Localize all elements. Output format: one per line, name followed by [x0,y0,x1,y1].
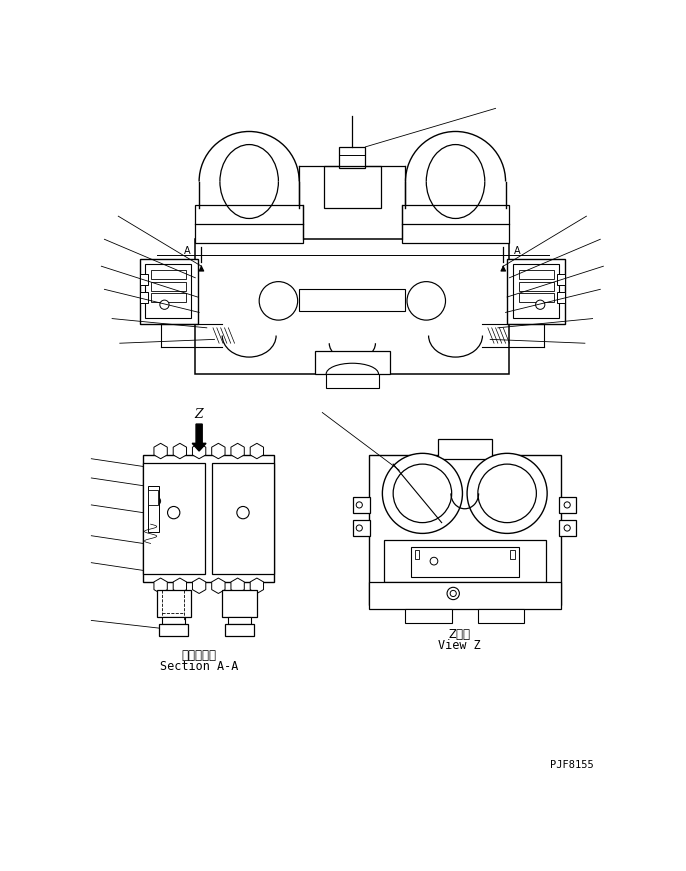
Polygon shape [212,443,225,459]
Circle shape [393,464,451,523]
Polygon shape [212,578,225,593]
Bar [560,497,576,513]
Text: A: A [185,246,191,256]
Bar [560,520,576,536]
Bar [196,205,303,243]
Polygon shape [154,578,167,593]
Circle shape [259,281,298,321]
Circle shape [536,300,545,309]
Circle shape [153,497,161,505]
Text: 断面Ａ－Ａ: 断面Ａ－Ａ [182,649,217,662]
Bar [557,293,565,303]
Bar [145,264,191,318]
Circle shape [237,506,249,519]
Bar [368,455,561,605]
Circle shape [382,453,462,533]
Circle shape [564,525,570,531]
Circle shape [430,557,438,565]
Bar [324,166,381,208]
Text: Section A-A: Section A-A [160,660,238,673]
Circle shape [478,464,536,523]
Bar [510,550,514,559]
Circle shape [167,506,180,519]
Polygon shape [250,443,263,459]
Bar [147,486,159,532]
Circle shape [356,502,362,508]
Bar [196,240,510,374]
Polygon shape [193,578,206,593]
Polygon shape [193,443,206,459]
Bar [143,455,274,582]
Bar [513,264,560,318]
Bar [143,463,204,574]
Bar [228,617,250,625]
Polygon shape [231,443,244,459]
Polygon shape [154,443,167,459]
Bar [151,294,186,302]
Bar [519,270,554,280]
Bar [340,147,366,168]
Circle shape [447,587,460,599]
Bar [212,463,274,574]
Bar [222,590,257,617]
Circle shape [450,591,456,597]
Circle shape [356,525,362,531]
Bar [519,294,554,302]
Bar [384,539,545,582]
Polygon shape [173,578,187,593]
Bar [224,625,254,636]
Bar [401,205,510,243]
Bar [140,293,147,303]
Polygon shape [250,578,263,593]
Bar [148,490,158,505]
Polygon shape [173,443,187,459]
Circle shape [467,453,547,533]
Bar [519,281,554,291]
Circle shape [564,502,570,508]
Bar [326,374,379,388]
Bar [151,270,186,280]
Text: View Z: View Z [438,639,481,652]
Bar [411,547,519,577]
Bar [140,273,147,285]
Text: PJF8155: PJF8155 [550,760,594,770]
Bar [162,617,185,625]
Bar [405,609,451,623]
Bar [478,609,524,623]
Circle shape [407,281,445,321]
Bar [507,259,565,324]
Polygon shape [231,578,244,593]
Bar [557,273,565,285]
Bar [438,440,492,459]
FancyArrow shape [192,424,206,451]
Bar [151,281,186,291]
Bar [415,550,419,559]
Bar [353,520,370,536]
Bar [140,259,198,324]
Text: A: A [514,246,521,256]
Circle shape [160,300,169,309]
Bar [368,582,561,609]
Bar [315,351,390,374]
Text: Z: Z [195,408,204,421]
Bar [353,497,370,513]
Text: Z　視: Z 視 [449,628,471,641]
Bar [299,289,405,311]
Bar [159,625,189,636]
Bar [157,590,191,617]
